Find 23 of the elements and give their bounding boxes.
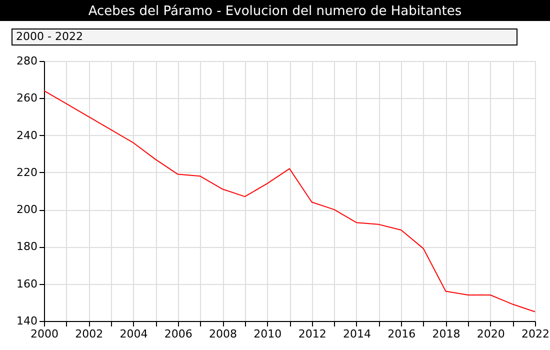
chart-subtitle: 2000 - 2022 — [16, 30, 83, 43]
y-tick-label: 160 — [16, 277, 38, 290]
y-tick-label: 220 — [16, 166, 38, 179]
x-tick-label: 2004 — [120, 328, 148, 340]
y-tick-label: 240 — [16, 128, 38, 142]
x-tick-label: 2012 — [298, 328, 326, 340]
y-tick-label: 140 — [16, 314, 38, 328]
x-tick-label: 2020 — [476, 328, 505, 340]
x-tick-label: 2014 — [342, 328, 371, 340]
y-tick-label: 200 — [16, 203, 38, 216]
x-tick-label: 2018 — [432, 328, 460, 340]
y-tick-label: 180 — [16, 240, 38, 254]
chart-title: Acebes del Páramo - Evolucion del numero de Habitantes — [88, 4, 462, 19]
y-tick-label: 280 — [16, 54, 38, 68]
x-tick-label: 2008 — [209, 328, 238, 340]
line-series — [44, 90, 536, 312]
x-tick-label: 2006 — [164, 328, 192, 340]
x-tick-label: 2010 — [254, 328, 282, 340]
y-tick-label: 260 — [16, 92, 38, 105]
x-tick-label: 2022 — [522, 328, 550, 340]
x-tick-label: 2000 — [30, 328, 58, 340]
x-tick-label: 2002 — [75, 328, 104, 340]
x-tick-label: 2016 — [388, 328, 416, 340]
